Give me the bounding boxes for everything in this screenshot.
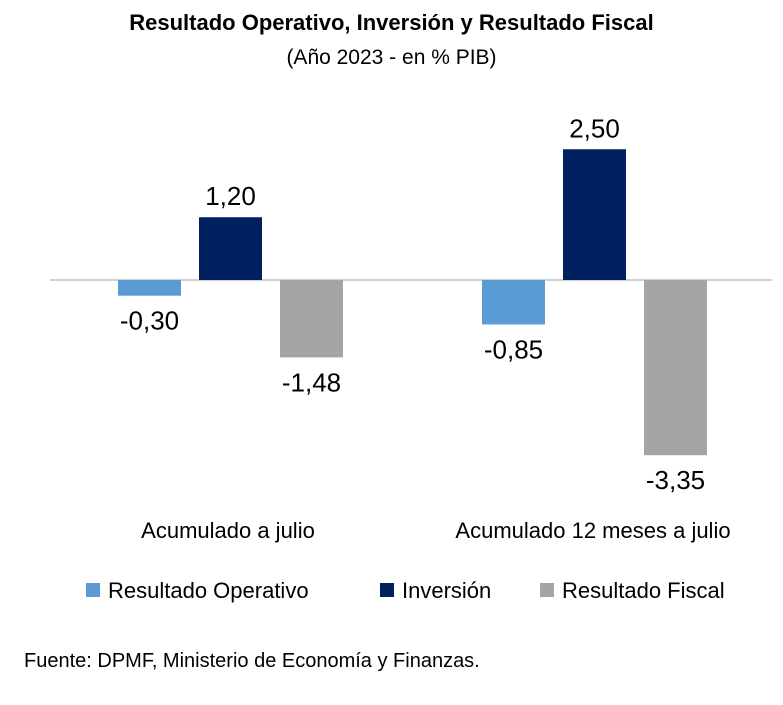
bar-inversi-n-1: [563, 149, 626, 280]
data-label: 2,50: [569, 113, 620, 143]
legend-label: Resultado Operativo: [108, 578, 309, 603]
legend-swatch: [380, 583, 394, 597]
category-label: Acumulado a julio: [141, 518, 315, 543]
chart-title: Resultado Operativo, Inversión y Resulta…: [129, 10, 654, 35]
legend-swatch: [86, 583, 100, 597]
data-label: -1,48: [282, 367, 341, 397]
data-label: -3,35: [646, 465, 705, 495]
bar-chart: -0,30 -0,85 1,20 2,50 -1,48 -3,35 Acumulado a …: [50, 113, 772, 603]
bar-resultado-operativo-1: [482, 280, 545, 325]
data-label: -0,85: [484, 334, 543, 364]
legend-swatch: [540, 583, 554, 597]
source-note: Fuente: DPMF, Ministerio de Economía y F…: [24, 650, 480, 672]
legend-label: Resultado Fiscal: [562, 578, 725, 603]
bar-resultado-fiscal-0: [280, 280, 343, 358]
bar-inversi-n-0: [199, 217, 262, 280]
chart-subtitle: (Año 2023 - en % PIB): [286, 46, 497, 69]
legend-label: Inversión: [402, 578, 491, 603]
data-label: -0,30: [120, 306, 179, 336]
data-label: 1,20: [205, 181, 256, 211]
bar-resultado-fiscal-1: [644, 280, 707, 456]
bar-resultado-operativo-0: [118, 280, 181, 296]
category-label: Acumulado 12 meses a julio: [455, 518, 730, 543]
